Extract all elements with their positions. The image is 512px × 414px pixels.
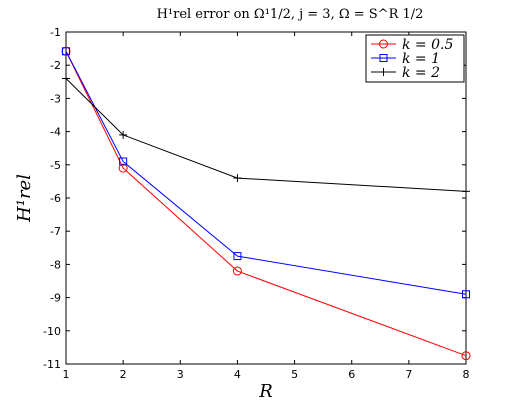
y-tick-label: -9 (50, 292, 61, 305)
y-tick-label: -5 (50, 159, 61, 172)
x-tick-label: 8 (463, 368, 470, 381)
x-tick-label: 2 (120, 368, 127, 381)
x-tick-label: 1 (63, 368, 70, 381)
data-point-plus (119, 130, 128, 139)
series-layer (61, 46, 471, 361)
data-point-square (119, 157, 128, 166)
plot-frame (65, 31, 467, 365)
legend-label: k = 0.5 (402, 37, 453, 53)
y-tick-label: -11 (43, 358, 61, 371)
data-point-plus (379, 68, 388, 76)
x-tick-label: 6 (348, 368, 355, 381)
data-point-square (62, 47, 70, 56)
x-tick-label: 3 (177, 368, 184, 381)
x-tick-label: 5 (291, 368, 298, 381)
y-tick-label: -6 (50, 192, 61, 205)
series-k-2 (62, 74, 470, 196)
plot-area (65, 31, 467, 365)
y-axis: -1 -2 -3 -4 -5 -6 -7 -8 -9 -10 -11 (43, 26, 466, 371)
y-tick-label: -1 (50, 26, 61, 39)
legend-label: k = 2 (402, 65, 440, 81)
legend: k = 0.5k = 1k = 2 (365, 34, 465, 83)
legend-label: k = 1 (402, 51, 440, 67)
y-tick-label: -10 (43, 325, 61, 338)
x-axis-label: R (258, 381, 273, 402)
y-tick-label: -7 (50, 225, 61, 238)
data-point-circle (461, 351, 471, 361)
y-tick-label: -2 (50, 59, 61, 72)
data-point-square (462, 290, 470, 299)
legend-item: k = 1 (371, 51, 440, 67)
series-line (65, 78, 467, 192)
legend-item: k = 0.5 (371, 37, 453, 53)
data-point-plus (62, 74, 70, 83)
chart-title: H¹rel error on Ω¹1/2, j = 3, Ω = S^R 1/2 (157, 7, 424, 22)
data-point-plus (233, 174, 242, 183)
y-axis-label: H¹rel (14, 174, 35, 223)
data-point-circle (379, 39, 388, 49)
data-point-circle (118, 163, 128, 173)
y-tick-label: -8 (50, 258, 61, 271)
data-point-square (379, 54, 388, 62)
data-point-square (233, 252, 242, 261)
series-line (65, 51, 467, 357)
x-axis: 1 2 3 4 5 6 7 8 (63, 32, 470, 381)
data-point-plus (462, 187, 470, 196)
y-tick-label: -3 (50, 92, 61, 105)
data-point-circle (232, 266, 242, 276)
x-tick-label: 4 (234, 368, 241, 381)
y-tick-label: -4 (50, 126, 61, 139)
x-tick-label: 7 (405, 368, 412, 381)
legend-item: k = 2 (371, 65, 440, 81)
